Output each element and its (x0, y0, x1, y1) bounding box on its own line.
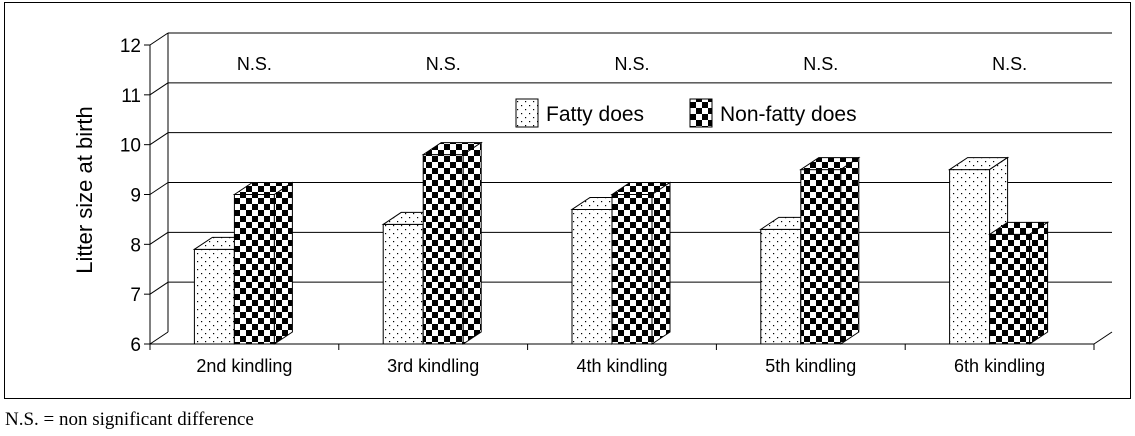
x-tick-label: 3rd kindling (387, 356, 479, 376)
bar (610, 181, 672, 345)
y-tick-label: 11 (121, 86, 141, 107)
significance-annotation: N.S. (992, 54, 1027, 74)
bar (232, 181, 295, 345)
gridline-side (149, 132, 169, 146)
gridline-side (149, 182, 169, 195)
y-tick-label: 8 (130, 235, 141, 256)
legend: Fatty does Non-fatty does (515, 98, 857, 128)
bar (987, 221, 1050, 345)
gridline-side (149, 281, 169, 295)
legend-entry: Non-fatty does (689, 98, 857, 128)
significance-annotation: N.S. (237, 54, 272, 74)
legend-label: Fatty does (546, 103, 644, 126)
x-axis-floor-edge (1093, 331, 1113, 345)
gridline-side (149, 231, 169, 245)
legend-swatch (515, 98, 539, 128)
annotation-layer: N.S. N.S. N.S. N.S. N.S. (237, 54, 1027, 74)
significance-annotation: N.S. (803, 54, 838, 74)
x-tick-label: 6th kindling (954, 356, 1045, 376)
legend-label: Non-fatty does (720, 103, 857, 126)
legend-entry: Fatty does (515, 98, 644, 128)
y-tick-label: 7 (130, 285, 141, 306)
significance-annotation: N.S. (614, 54, 649, 74)
y-tick-label: 12 (120, 36, 141, 57)
x-tick-label: 5th kindling (765, 356, 856, 376)
bar (421, 141, 483, 345)
gridline-side (149, 32, 169, 46)
axis-layer: 6 7 8 9 10 11 12 2nd kindling 3rd kindling 4th ki… (120, 36, 1113, 376)
bar-chart: 6 7 8 9 10 11 12 2nd kindling 3rd kindling 4th ki… (72, 32, 1113, 376)
footnote: N.S. = non significant difference (5, 409, 254, 430)
bar (799, 156, 861, 345)
y-tick-label: 6 (130, 335, 141, 356)
x-tick-label: 4th kindling (576, 356, 667, 376)
gridline-side (149, 331, 169, 345)
gridline-side (149, 82, 169, 96)
y-axis-label: Litter size at birth (72, 106, 97, 274)
significance-annotation: N.S. (426, 54, 461, 74)
y-tick-label: 9 (130, 186, 141, 207)
chart-frame (4, 2, 1131, 399)
legend-swatch (689, 98, 713, 128)
bars-layer (192, 141, 1050, 345)
y-tick-label: 10 (120, 136, 141, 157)
x-tick-label: 2nd kindling (196, 356, 292, 376)
